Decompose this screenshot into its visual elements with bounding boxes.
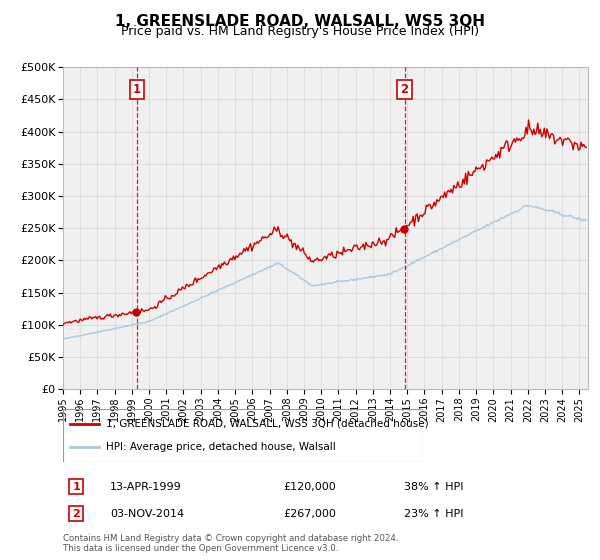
- Text: 38% ↑ HPI: 38% ↑ HPI: [404, 482, 464, 492]
- Text: £267,000: £267,000: [284, 508, 337, 519]
- Text: 23% ↑ HPI: 23% ↑ HPI: [404, 508, 464, 519]
- Text: 1: 1: [72, 482, 80, 492]
- Text: 03-NOV-2014: 03-NOV-2014: [110, 508, 184, 519]
- Text: 2: 2: [400, 83, 409, 96]
- Text: 1: 1: [133, 83, 141, 96]
- Text: 2: 2: [72, 508, 80, 519]
- Text: 13-APR-1999: 13-APR-1999: [110, 482, 182, 492]
- Text: HPI: Average price, detached house, Walsall: HPI: Average price, detached house, Wals…: [106, 442, 336, 452]
- Text: 1, GREENSLADE ROAD, WALSALL, WS5 3QH: 1, GREENSLADE ROAD, WALSALL, WS5 3QH: [115, 14, 485, 29]
- Text: 1, GREENSLADE ROAD, WALSALL, WS5 3QH (detached house): 1, GREENSLADE ROAD, WALSALL, WS5 3QH (de…: [106, 419, 429, 429]
- Text: £120,000: £120,000: [284, 482, 336, 492]
- Text: Contains HM Land Registry data © Crown copyright and database right 2024.
This d: Contains HM Land Registry data © Crown c…: [63, 534, 398, 553]
- Text: Price paid vs. HM Land Registry's House Price Index (HPI): Price paid vs. HM Land Registry's House …: [121, 25, 479, 38]
